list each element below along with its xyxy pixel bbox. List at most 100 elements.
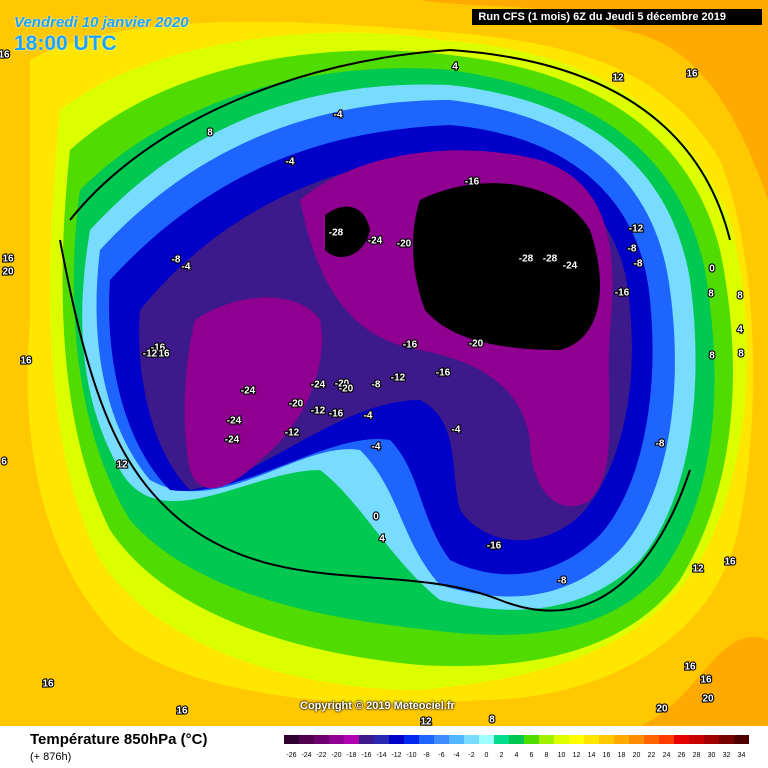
colorbar-swatch <box>719 735 734 744</box>
colorbar-tick-label: -24 <box>301 752 311 759</box>
contour-label: 16 <box>20 356 32 367</box>
colorbar-swatch <box>599 735 614 744</box>
contour-label: -16 <box>436 368 451 379</box>
colorbar-tick-label: 32 <box>723 752 731 759</box>
contour-label: -20 <box>335 379 350 390</box>
colorbar-swatch <box>299 735 314 744</box>
contour-label: 16 <box>0 50 10 61</box>
contour-label: 12 <box>692 564 704 575</box>
colorbar-tick-label: -12 <box>391 752 401 759</box>
contour-label: -20 <box>339 384 354 395</box>
contour-label: 4 <box>737 325 743 336</box>
contour-label: -4 <box>364 411 373 422</box>
colorbar-swatch <box>644 735 659 744</box>
contour-label: 16 <box>2 254 14 265</box>
colorbar-swatch <box>464 735 479 744</box>
colorbar-tick-label: 24 <box>663 752 671 759</box>
contour-label: -16 <box>151 343 166 354</box>
contour-label: -4 <box>452 425 461 436</box>
colorbar-tick-label: 10 <box>558 752 566 759</box>
colorbar-swatch <box>479 735 494 744</box>
colorbar-swatch <box>704 735 719 744</box>
contour-label: 8 <box>207 128 213 139</box>
forecast-date: Vendredi 10 janvier 2020 <box>14 14 189 31</box>
colorbar-swatch <box>569 735 584 744</box>
contour-label: -8 <box>628 244 637 255</box>
colorbar-tick-label: -8 <box>423 752 429 759</box>
colorbar-swatch <box>314 735 329 744</box>
colorbar-swatch <box>524 735 539 744</box>
colorbar-tick-label: 20 <box>633 752 641 759</box>
colorbar-swatch <box>329 735 344 744</box>
colorbar-tick-label: 26 <box>678 752 686 759</box>
colorbar-tick-label: 8 <box>545 752 549 759</box>
contour-label: 16 <box>686 69 698 80</box>
contour-label: 12 <box>420 717 432 726</box>
contour-label: 8 <box>709 351 715 362</box>
contour-label: 0 <box>373 512 379 523</box>
contour-label: 8 <box>737 291 743 302</box>
colorbar: -26 -24 -22 -20 -18 -16 -14 -12 -10 -8 -6 -4 -2 0 2 4 6 8… <box>284 735 749 759</box>
contour-label: 12 <box>612 73 624 84</box>
contour-label: 6 <box>1 457 7 468</box>
colorbar-tick-label: 30 <box>708 752 716 759</box>
contour-label: -8 <box>558 576 567 587</box>
contour-label: -8 <box>634 259 643 270</box>
colorbar-tick-label: 2 <box>500 752 504 759</box>
contour-label: 20 <box>656 704 668 715</box>
colorbar-tick-label: 6 <box>530 752 534 759</box>
colorbar-swatch <box>374 735 389 744</box>
contour-label: -24 <box>227 416 242 427</box>
colorbar-tick-label: 22 <box>648 752 656 759</box>
colorbar-tick-label: 14 <box>588 752 596 759</box>
colorbar-tick-label: -6 <box>438 752 444 759</box>
contour-label: -4 <box>286 157 295 168</box>
contour-label: 20 <box>2 267 14 278</box>
colorbar-swatch <box>404 735 419 744</box>
contour-label: -16 <box>615 288 630 299</box>
contour-label: -24 <box>225 435 240 446</box>
colorbar-swatch <box>689 735 704 744</box>
colorbar-swatch <box>344 735 359 744</box>
colorbar-tick-label: -16 <box>361 752 371 759</box>
contour-label: 16 <box>684 662 696 673</box>
colorbar-swatch <box>659 735 674 744</box>
colorbar-swatch <box>434 735 449 744</box>
colorbar-swatch <box>584 735 599 744</box>
contour-label: -12 <box>629 224 644 235</box>
contour-label: -24 <box>241 386 256 397</box>
contour-label: 16 <box>158 349 170 360</box>
colorbar-tick-label: -10 <box>406 752 416 759</box>
contour-label: 12 <box>116 460 128 471</box>
colorbar-swatch <box>419 735 434 744</box>
colorbar-swatch <box>509 735 524 744</box>
colorbar-tick-label: 18 <box>618 752 626 759</box>
footer: Température 850hPa (°C) (+ 876h) <box>0 726 768 768</box>
colorbar-tick-label: 0 <box>485 752 489 759</box>
colorbar-tick-label: 4 <box>515 752 519 759</box>
contour-label: -4 <box>334 110 343 121</box>
contour-label: -16 <box>329 409 344 420</box>
colorbar-swatch <box>494 735 509 744</box>
contour-label: 8 <box>489 715 495 726</box>
colorbar-tick-label: -2 <box>468 752 474 759</box>
contour-label: 8 <box>708 289 714 300</box>
contour-label: -20 <box>397 239 412 250</box>
colorbar-swatch <box>539 735 554 744</box>
contour-label: -16 <box>487 541 502 552</box>
contour-label: -8 <box>656 439 665 450</box>
contour-label: -12 <box>143 349 158 360</box>
colorbar-swatch <box>359 735 374 744</box>
footer-title: Température 850hPa (°C) <box>30 731 208 748</box>
colorbar-swatch <box>674 735 689 744</box>
contour-label: 16 <box>176 706 188 717</box>
contour-label: -20 <box>469 339 484 350</box>
contour-label: -24 <box>311 380 326 391</box>
contour-label: -24 <box>368 236 383 247</box>
colorbar-tick-label: -14 <box>376 752 386 759</box>
contour-label: 16 <box>724 557 736 568</box>
colorbar-tick-label: 28 <box>693 752 701 759</box>
colorbar-tick-label: 34 <box>738 752 746 759</box>
colorbar-tick-label: 16 <box>603 752 611 759</box>
contour-label: -28 <box>329 228 344 239</box>
